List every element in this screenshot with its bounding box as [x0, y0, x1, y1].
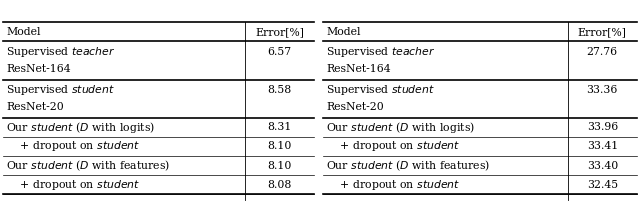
Text: Supervised $\it{teacher}$: Supervised $\it{teacher}$ [6, 45, 116, 59]
Text: 33.41: 33.41 [587, 141, 618, 152]
Text: ResNet-164: ResNet-164 [6, 64, 71, 74]
Text: + dropout on $\it{student}$: + dropout on $\it{student}$ [326, 178, 461, 192]
Text: 8.08: 8.08 [268, 180, 292, 190]
Text: Supervised $\it{student}$: Supervised $\it{student}$ [6, 83, 115, 97]
Text: ResNet-20: ResNet-20 [326, 102, 384, 112]
Text: Our $\it{student}$ ($D$ with features): Our $\it{student}$ ($D$ with features) [6, 158, 170, 173]
Text: ResNet-20: ResNet-20 [6, 102, 64, 112]
Text: 8.31: 8.31 [268, 122, 292, 132]
Text: 33.96: 33.96 [587, 122, 618, 132]
Text: Our $\it{student}$ ($D$ with logits): Our $\it{student}$ ($D$ with logits) [6, 120, 156, 135]
Text: + dropout on $\it{student}$: + dropout on $\it{student}$ [6, 178, 141, 192]
Text: + dropout on $\it{student}$: + dropout on $\it{student}$ [326, 139, 461, 154]
Text: 32.45: 32.45 [587, 180, 618, 190]
Text: ResNet-164: ResNet-164 [326, 64, 391, 74]
Text: Model: Model [326, 27, 361, 37]
Text: Error[%]: Error[%] [578, 27, 627, 37]
Text: + dropout on $\it{student}$: + dropout on $\it{student}$ [6, 139, 141, 154]
Text: 8.58: 8.58 [268, 85, 292, 95]
Text: 33.40: 33.40 [587, 161, 618, 170]
Text: 33.36: 33.36 [587, 85, 618, 95]
Text: 27.76: 27.76 [587, 47, 618, 57]
Text: Supervised $\it{teacher}$: Supervised $\it{teacher}$ [326, 45, 436, 59]
Text: Our $\it{student}$ ($D$ with features): Our $\it{student}$ ($D$ with features) [326, 158, 490, 173]
Text: 8.10: 8.10 [268, 141, 292, 152]
Text: 8.10: 8.10 [268, 161, 292, 170]
Text: 6.57: 6.57 [268, 47, 291, 57]
Text: Our $\it{student}$ ($D$ with logits): Our $\it{student}$ ($D$ with logits) [326, 120, 476, 135]
Text: Error[%]: Error[%] [255, 27, 304, 37]
Text: Model: Model [6, 27, 41, 37]
Text: Supervised $\it{student}$: Supervised $\it{student}$ [326, 83, 435, 97]
